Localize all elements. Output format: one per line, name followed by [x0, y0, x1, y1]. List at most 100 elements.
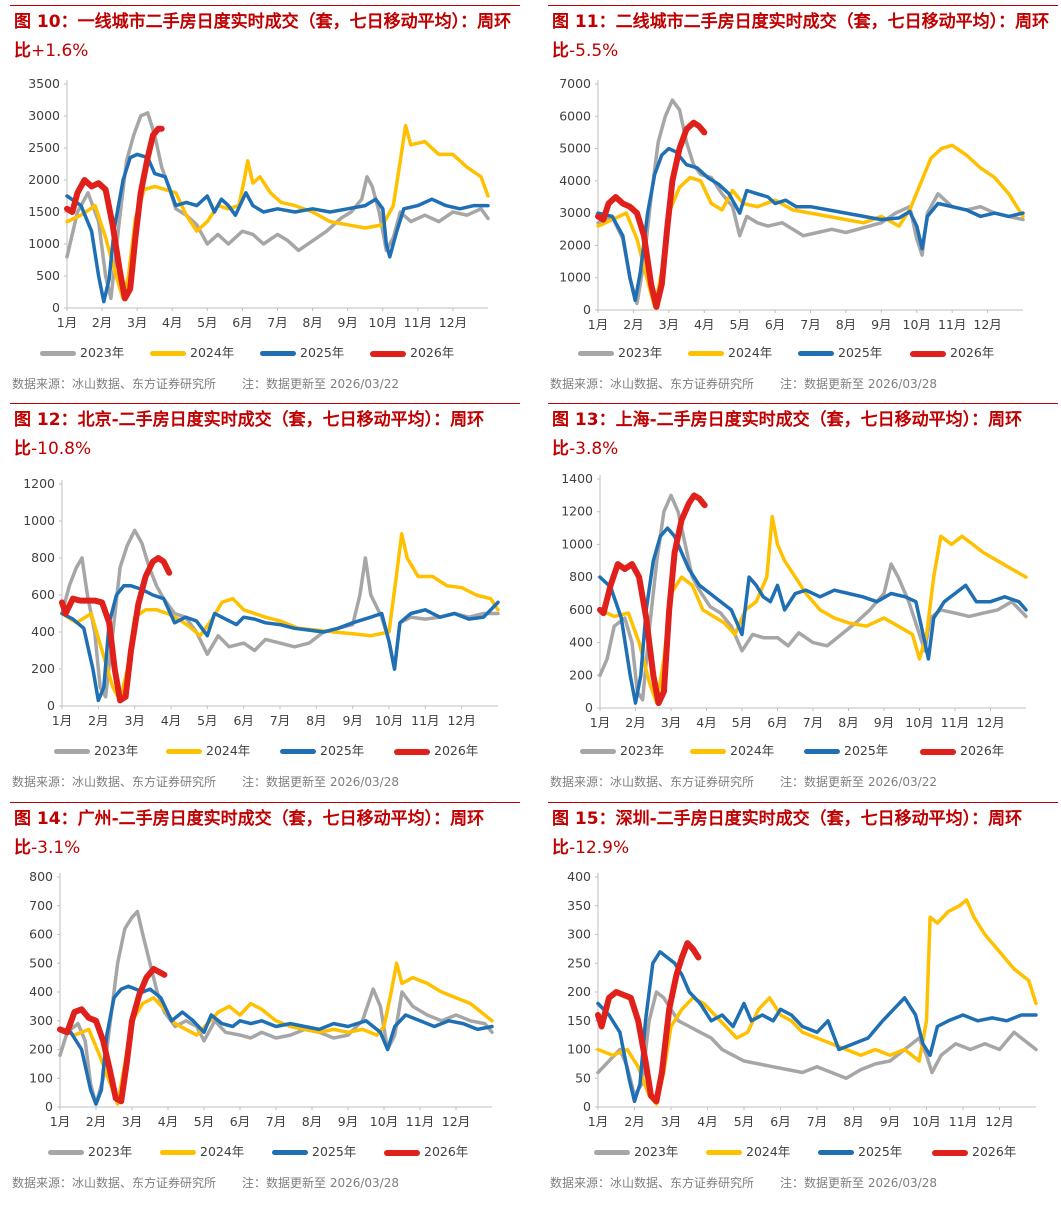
- chart-panel-tier1-cities: 图 10：一线城市二手房日度实时成交（套，七日移动平均）：周环比+1.6% 0 5…: [10, 0, 520, 395]
- x-tick-label: 4月: [696, 715, 716, 730]
- x-tick-label: 8月: [843, 1114, 863, 1129]
- x-tick-label: 1月: [588, 317, 608, 332]
- legend-swatch: [804, 749, 840, 754]
- legend-swatch: [384, 1149, 420, 1156]
- legend-item-2024年: 2024年: [150, 342, 234, 360]
- source-note: 数据来源：冰山数据、东方证券研究所 注：数据更新至 2026/03/28: [12, 775, 399, 789]
- y-tick-label: 100: [29, 1070, 53, 1085]
- x-tick-label: 7月: [267, 315, 287, 330]
- legend-item-2025年: 2025年: [260, 342, 344, 360]
- x-tick-label: 2月: [625, 715, 645, 730]
- legend-label: 2026年: [972, 1144, 1017, 1159]
- legend-swatch: [690, 749, 726, 754]
- x-tick-label: 9月: [871, 317, 891, 332]
- x-tick-label: 11月: [941, 715, 969, 730]
- y-tick-label: 1000: [559, 270, 591, 285]
- legend-label: 2024年: [190, 345, 235, 360]
- x-tick-label: 10月: [912, 1114, 940, 1129]
- chart-panel-beijing: 图 12：北京-二手房日度实时成交（套，七日移动平均）：周环比-10.8% 0 2…: [10, 398, 520, 793]
- x-tick-label: 11月: [949, 1114, 977, 1129]
- panel-title: 图 14：广州-二手房日度实时成交（套，七日移动平均）：周环比-3.1%: [14, 809, 485, 858]
- x-tick-label: 11月: [406, 1114, 434, 1129]
- legend-item-2023年: 2023年: [40, 342, 124, 360]
- x-tick-label: 7月: [266, 1114, 286, 1129]
- line-chart: 0 100 200 300 400 500 600 700 800 1月 2月 3月 4月 5月 6月 7月 8…: [29, 869, 494, 1129]
- legend-item-2024年: 2024年: [160, 1141, 244, 1159]
- y-tick-label: 600: [29, 927, 53, 942]
- chart-panel-guangzhou: 图 14：广州-二手房日度实时成交（套，七日移动平均）：周环比-3.1% 0 10…: [10, 797, 520, 1192]
- legend-label: 2024年: [206, 743, 251, 758]
- y-tick-label: 800: [29, 869, 53, 884]
- legend-swatch: [166, 749, 202, 754]
- x-tick-label: 12月: [442, 1114, 470, 1129]
- x-tick-label: 7月: [807, 1114, 827, 1129]
- series-line-2025年: [58, 984, 494, 1106]
- y-tick-label: 350: [567, 898, 591, 913]
- y-tick-label: 1200: [23, 476, 55, 491]
- x-tick-label: 6月: [767, 715, 787, 730]
- legend-item-2023年: 2023年: [48, 1141, 132, 1159]
- x-tick-label: 5月: [732, 715, 752, 730]
- line-chart: 0 1000 2000 3000 4000 5000 6000 7000 1月 2月 3月 4月 5月 6…: [559, 76, 1025, 332]
- legend: 2023年 2024年 2025年 2026年: [548, 740, 1058, 758]
- legend-swatch: [280, 749, 316, 754]
- legend-swatch: [798, 351, 834, 356]
- x-tick-label: 2月: [623, 317, 643, 332]
- legend-label: 2026年: [424, 1144, 469, 1159]
- x-tick-label: 8月: [836, 317, 856, 332]
- legend-label: 2025年: [858, 1144, 903, 1159]
- legend-swatch: [394, 748, 430, 755]
- x-tick-label: 10月: [370, 1114, 398, 1129]
- week-change: -12.9%: [569, 838, 630, 858]
- x-tick-label: 10月: [905, 715, 933, 730]
- y-tick-label: 500: [29, 955, 53, 970]
- legend-item-2024年: 2024年: [706, 1141, 790, 1159]
- legend-item-2026年: 2026年: [920, 740, 1004, 758]
- legend-item-2023年: 2023年: [580, 740, 664, 758]
- panel-title: 图 10：一线城市二手房日度实时成交（套，七日移动平均）：周环比+1.6%: [14, 12, 512, 61]
- x-tick-label: 2月: [88, 713, 108, 728]
- legend-swatch: [54, 749, 90, 754]
- panel-title: 图 15：深圳-二手房日度实时成交（套，七日移动平均）：周环比-12.9%: [552, 809, 1023, 858]
- legend-item-2026年: 2026年: [394, 740, 478, 758]
- y-tick-label: 200: [31, 661, 55, 676]
- y-tick-label: 0: [45, 1099, 53, 1114]
- chart-panel-shenzhen: 图 15：深圳-二手房日度实时成交（套，七日移动平均）：周环比-12.9% 0 5…: [548, 797, 1058, 1192]
- y-tick-label: 1500: [28, 204, 60, 219]
- legend-label: 2023年: [634, 1144, 679, 1159]
- series-line-2026年: [597, 492, 708, 707]
- x-tick-label: 1月: [57, 315, 77, 330]
- x-tick-label: 12月: [985, 1114, 1013, 1129]
- x-tick-label: 4月: [161, 713, 181, 728]
- x-tick-label: 6月: [770, 1114, 790, 1129]
- x-tick-label: 4月: [697, 1114, 717, 1129]
- legend-label: 2025年: [312, 1144, 357, 1159]
- x-tick-label: 12月: [973, 317, 1001, 332]
- legend-label: 2023年: [618, 345, 663, 360]
- x-tick-label: 3月: [127, 315, 147, 330]
- x-tick-label: 4月: [162, 315, 182, 330]
- series-line-2025年: [596, 950, 1038, 1104]
- series-line-2026年: [595, 119, 708, 310]
- y-tick-label: 200: [569, 667, 593, 682]
- x-tick-label: 8月: [306, 713, 326, 728]
- legend-item-2023年: 2023年: [54, 740, 138, 758]
- y-tick-label: 0: [583, 1099, 591, 1114]
- y-tick-label: 800: [31, 550, 55, 565]
- y-tick-label: 3500: [28, 76, 60, 91]
- x-tick-label: 5月: [197, 315, 217, 330]
- legend-item-2026年: 2026年: [910, 342, 994, 360]
- y-tick-label: 200: [29, 1042, 53, 1057]
- legend-item-2025年: 2025年: [272, 1141, 356, 1159]
- legend-swatch: [818, 1150, 854, 1155]
- x-tick-label: 11月: [938, 317, 966, 332]
- legend-label: 2023年: [80, 345, 125, 360]
- y-tick-label: 300: [567, 927, 591, 942]
- series-line-2025年: [60, 584, 500, 703]
- legend-item-2023年: 2023年: [578, 342, 662, 360]
- x-tick-label: 1月: [590, 715, 610, 730]
- y-tick-label: 500: [36, 268, 60, 283]
- series-line-2026年: [595, 940, 702, 1105]
- y-tick-label: 400: [29, 984, 53, 999]
